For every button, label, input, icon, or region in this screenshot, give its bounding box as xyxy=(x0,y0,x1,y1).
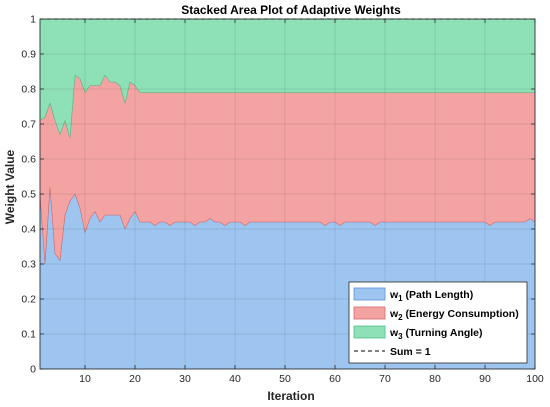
y-tick-label: 0.7 xyxy=(21,119,36,131)
x-tick-label: 80 xyxy=(429,373,441,385)
y-tick-label: 0.6 xyxy=(21,154,36,166)
x-tick-label: 20 xyxy=(129,373,141,385)
x-tick-label: 40 xyxy=(229,373,241,385)
y-tick-label: 0.9 xyxy=(21,49,36,61)
y-axis-title: Weight Value xyxy=(3,149,17,224)
x-axis-title: Iteration xyxy=(267,389,314,403)
y-tick-label: 0.3 xyxy=(21,259,36,271)
legend-label-2: w2 (Energy Consumption) xyxy=(389,308,519,322)
legend-swatch-2 xyxy=(353,306,386,320)
x-tick-label: 100 xyxy=(526,373,544,385)
legend-label-3: w3 (Turning Angle) xyxy=(389,327,483,341)
y-tick-label: 0.2 xyxy=(21,294,36,306)
y-tick-label: 0.8 xyxy=(21,84,36,96)
x-tick-label: 70 xyxy=(379,373,391,385)
x-tick-label: 60 xyxy=(329,373,341,385)
legend-label-1: w1 (Path Length) xyxy=(389,289,473,303)
x-tick-label: 30 xyxy=(179,373,191,385)
legend-swatch-3 xyxy=(353,325,386,339)
y-axis-ticks: 0 0.1 0.2 0.3 0.4 0.5 0.6 0.7 0.8 0.9 1 xyxy=(21,14,535,376)
legend-label-reference: Sum = 1 xyxy=(390,346,431,358)
x-axis-ticks: 10 20 30 40 50 60 70 80 90 100 xyxy=(79,19,544,385)
y-tick-label: 0.4 xyxy=(21,224,36,236)
chart-title: Stacked Area Plot of Adaptive Weights xyxy=(181,3,401,17)
legend-swatch-1 xyxy=(353,287,386,301)
y-tick-label: 0.5 xyxy=(21,189,36,201)
x-tick-label: 50 xyxy=(279,373,291,385)
y-tick-label: 0.1 xyxy=(21,329,36,341)
y-tick-label: 0 xyxy=(30,364,36,376)
x-tick-label: 10 xyxy=(79,373,91,385)
y-tick-label: 1 xyxy=(30,14,36,26)
x-tick-label: 90 xyxy=(479,373,491,385)
legend: w1 (Path Length) w2 (Energy Consumption) w… xyxy=(348,281,528,364)
